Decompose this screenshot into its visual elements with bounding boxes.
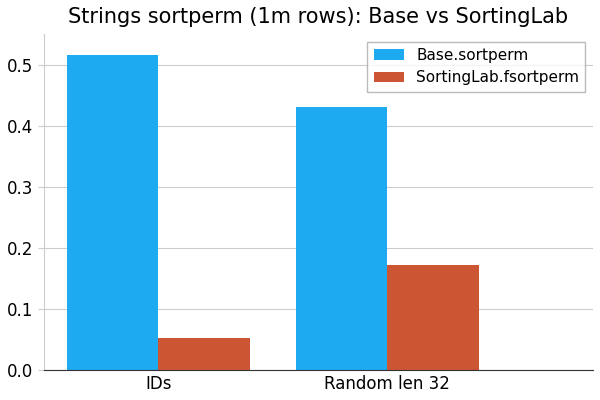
Legend: Base.sortperm, SortingLab.fsortperm: Base.sortperm, SortingLab.fsortperm — [367, 42, 586, 92]
Bar — [158, 338, 250, 370]
Bar — [387, 265, 479, 370]
Title: Strings sortperm (1m rows): Base vs SortingLab: Strings sortperm (1m rows): Base vs Sort… — [68, 7, 568, 27]
Bar — [67, 56, 158, 370]
Bar — [296, 107, 387, 370]
